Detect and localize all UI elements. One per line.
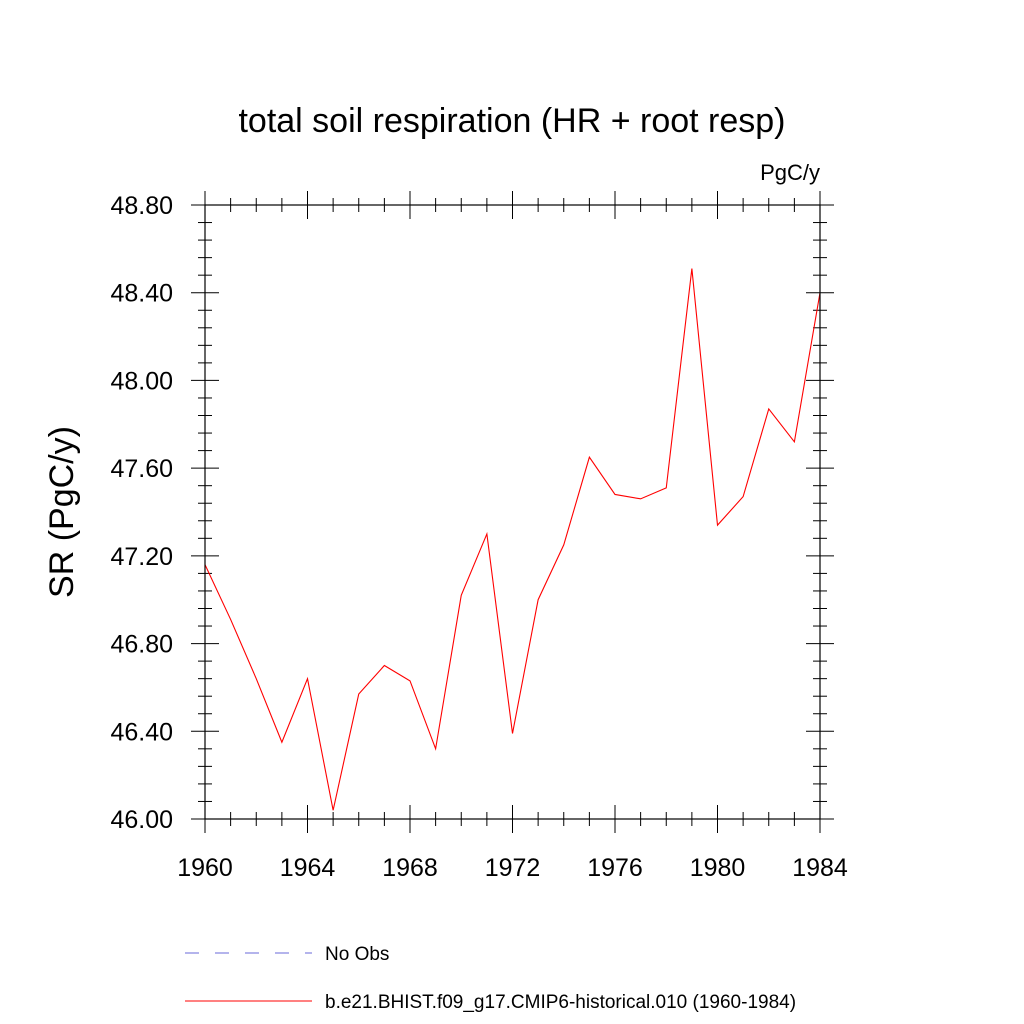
y-tick-label: 46.80 xyxy=(110,631,173,659)
legend-label-no-obs: No Obs xyxy=(325,944,389,965)
x-tick-labels: 1960 1964 1968 1972 1976 1980 1984 xyxy=(177,854,848,882)
x-tick-label: 1984 xyxy=(792,854,848,882)
x-tick-label: 1972 xyxy=(485,854,541,882)
x-tick-label: 1980 xyxy=(690,854,746,882)
y-axis-label: SR (PgC/y) xyxy=(43,426,81,598)
y-tick-label: 48.40 xyxy=(110,280,173,308)
axis-ticks xyxy=(191,191,834,833)
x-tick-label: 1976 xyxy=(587,854,643,882)
legend-label-model: b.e21.BHIST.f09_g17.CMIP6-historical.010… xyxy=(325,992,796,1013)
x-tick-label: 1964 xyxy=(280,854,336,882)
x-tick-label: 1960 xyxy=(177,854,233,882)
y-tick-labels: 46.00 46.40 46.80 47.20 47.60 48.00 48.40 48.80 xyxy=(110,192,173,834)
series-line xyxy=(204,268,821,811)
y-tick-label: 47.60 xyxy=(110,455,173,483)
y-tick-label: 48.80 xyxy=(110,192,173,220)
units-label: PgC/y xyxy=(760,160,820,185)
y-tick-label: 48.00 xyxy=(110,367,173,395)
plot-frame xyxy=(204,204,821,820)
y-tick-label: 46.00 xyxy=(110,806,173,834)
y-tick-label: 46.40 xyxy=(110,718,173,746)
y-tick-label: 47.20 xyxy=(110,543,173,571)
x-tick-label: 1968 xyxy=(382,854,438,882)
chart-title: total soil respiration (HR + root resp) xyxy=(238,102,785,140)
